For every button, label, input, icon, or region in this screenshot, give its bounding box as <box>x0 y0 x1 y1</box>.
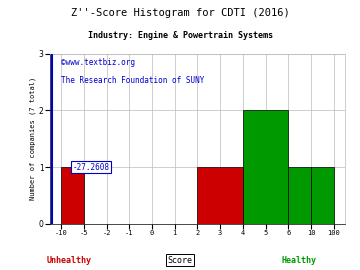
Bar <box>311 167 334 224</box>
Text: Industry: Engine & Powertrain Systems: Industry: Engine & Powertrain Systems <box>87 31 273 40</box>
Y-axis label: Number of companies (7 total): Number of companies (7 total) <box>30 77 36 200</box>
Text: The Research Foundation of SUNY: The Research Foundation of SUNY <box>61 76 204 85</box>
Text: -27.2608: -27.2608 <box>72 163 109 172</box>
Text: Healthy: Healthy <box>282 256 317 265</box>
Text: Z''-Score Histogram for CDTI (2016): Z''-Score Histogram for CDTI (2016) <box>71 8 289 18</box>
Bar <box>243 110 288 224</box>
Bar <box>197 167 243 224</box>
Text: ©www.textbiz.org: ©www.textbiz.org <box>61 58 135 67</box>
Text: Unhealthy: Unhealthy <box>47 256 92 265</box>
Bar <box>61 167 84 224</box>
Bar <box>288 167 311 224</box>
Text: Score: Score <box>167 256 193 265</box>
